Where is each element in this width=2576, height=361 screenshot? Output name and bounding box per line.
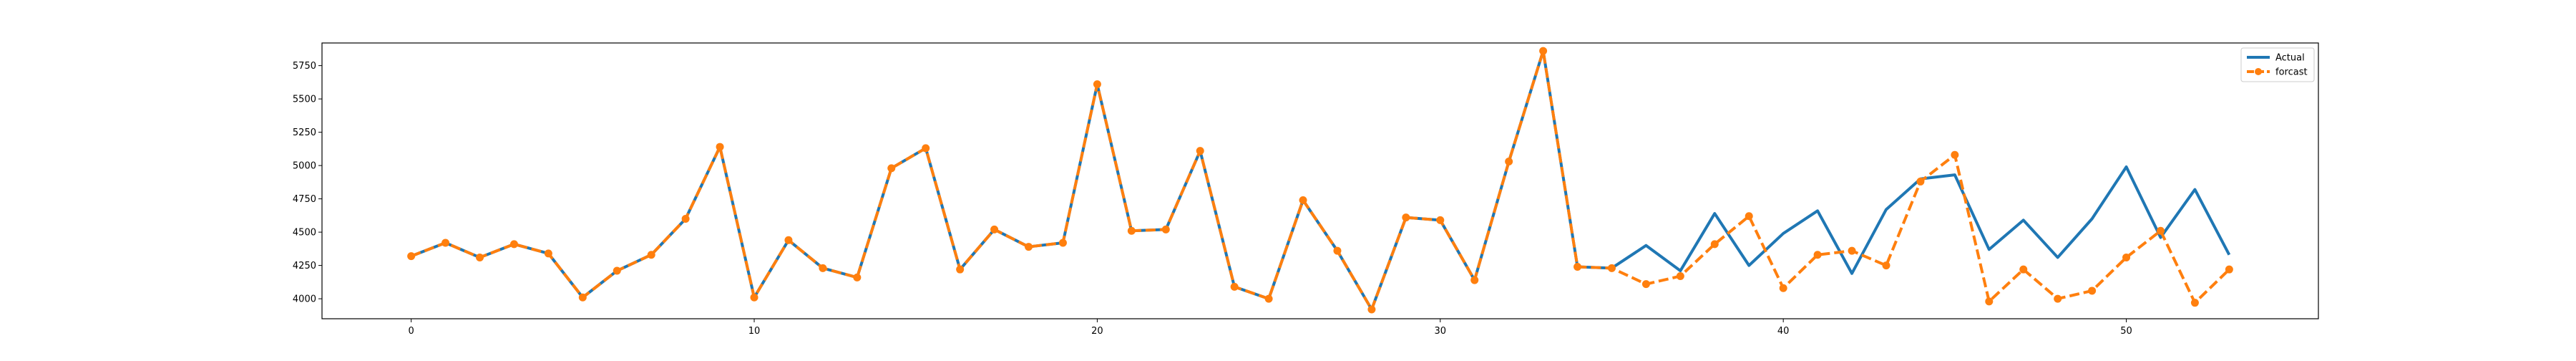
legend-marker-forcast: [2255, 68, 2262, 75]
x-tick-label: 50: [2120, 326, 2132, 337]
data-point-forcast: [647, 251, 655, 259]
data-point-forcast: [1882, 261, 1890, 270]
data-point-forcast: [1574, 262, 1582, 271]
data-point-forcast: [1676, 271, 1684, 280]
data-point-forcast: [1025, 243, 1033, 251]
data-point-forcast: [1985, 297, 1994, 306]
data-point-forcast: [441, 239, 450, 247]
x-tick-label: 20: [1091, 326, 1103, 337]
data-point-forcast: [1093, 80, 1101, 89]
data-point-forcast: [476, 253, 484, 261]
y-tick-label: 5250: [293, 127, 316, 138]
data-point-forcast: [613, 266, 621, 275]
data-point-forcast: [1058, 239, 1067, 247]
data-point-forcast: [819, 264, 827, 272]
legend-label-forcast: forcast: [2275, 67, 2308, 78]
data-point-forcast: [990, 225, 999, 234]
legend-label-actual: Actual: [2275, 53, 2305, 64]
data-point-forcast: [1127, 226, 1136, 235]
data-point-forcast: [750, 293, 758, 302]
data-point-forcast: [1367, 305, 1376, 314]
data-point-forcast: [922, 144, 930, 153]
series-line-actual: [410, 49, 2231, 311]
data-point-forcast: [956, 265, 965, 274]
series-line-forcast: [410, 49, 2230, 311]
data-point-forcast: [1641, 280, 1650, 289]
plot-frame: [321, 42, 2319, 319]
x-tick-label: 40: [1777, 326, 1790, 337]
data-point-forcast: [681, 215, 690, 223]
data-point-forcast: [509, 240, 518, 249]
data-point-forcast: [1299, 196, 1307, 204]
data-point-forcast: [578, 293, 587, 302]
data-point-forcast: [853, 273, 862, 281]
data-point-forcast: [2088, 287, 2097, 295]
data-point-forcast: [1848, 246, 1856, 255]
y-tick-label: 4000: [293, 294, 316, 305]
data-point-forcast: [1710, 240, 1719, 249]
data-point-forcast: [1607, 264, 1616, 272]
data-point-forcast: [2190, 299, 2199, 307]
y-tick-label: 5750: [293, 61, 316, 72]
data-point-forcast: [887, 164, 896, 173]
data-point-forcast: [1813, 251, 1822, 259]
data-point-forcast: [1470, 276, 1479, 284]
data-point-forcast: [1539, 47, 1548, 55]
x-tick-label: 30: [1435, 326, 1447, 337]
y-tick-label: 5000: [293, 161, 316, 172]
data-point-forcast: [1436, 216, 1445, 224]
x-tick-label: 0: [408, 326, 414, 337]
data-point-forcast: [1196, 147, 1204, 155]
data-point-forcast: [1264, 294, 1273, 303]
y-tick-label: 4750: [293, 194, 316, 205]
data-point-forcast: [2019, 265, 2028, 274]
data-point-forcast: [1951, 150, 1959, 159]
data-point-forcast: [1402, 213, 1410, 222]
y-tick-label: 4500: [293, 228, 316, 239]
data-point-forcast: [1779, 284, 1787, 292]
data-point-forcast: [716, 143, 724, 151]
data-point-forcast: [544, 249, 552, 258]
data-point-forcast: [2054, 294, 2062, 303]
data-point-forcast: [407, 252, 416, 261]
data-point-forcast: [2156, 226, 2165, 235]
data-point-forcast: [2225, 265, 2233, 274]
y-tick-label: 4250: [293, 261, 316, 271]
y-tick-label: 5500: [293, 95, 316, 105]
data-point-forcast: [1333, 246, 1342, 255]
data-point-forcast: [1161, 225, 1170, 234]
data-point-forcast: [2122, 253, 2131, 261]
data-point-forcast: [1916, 177, 1925, 186]
x-tick-label: 10: [748, 326, 761, 337]
data-point-forcast: [1505, 158, 1513, 166]
data-point-forcast: [1230, 282, 1239, 291]
data-point-forcast: [1745, 212, 1753, 221]
data-point-forcast: [784, 236, 793, 244]
